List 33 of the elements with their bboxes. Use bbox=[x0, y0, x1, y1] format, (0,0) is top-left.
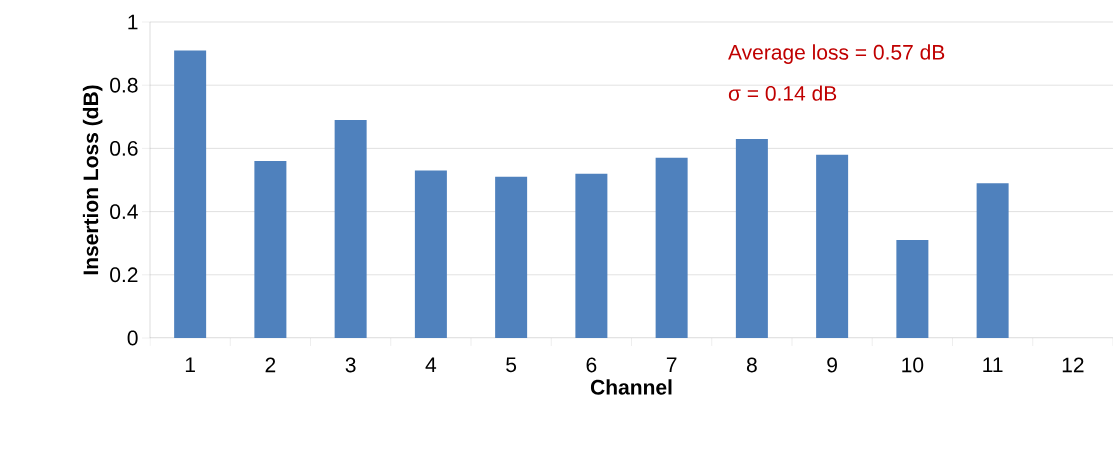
bar bbox=[816, 154, 849, 338]
x-tick-label: 1 bbox=[185, 357, 195, 372]
x-tick-label: 4 bbox=[425, 357, 437, 372]
bar bbox=[174, 50, 207, 338]
x-tick-label: 12 bbox=[1062, 357, 1084, 373]
x-tick-label: 7 bbox=[666, 357, 677, 372]
y-tick-label: 0 bbox=[127, 330, 138, 346]
bar bbox=[495, 176, 528, 338]
bar bbox=[896, 240, 929, 338]
y-tick-label: 1 bbox=[128, 14, 138, 30]
bar bbox=[334, 119, 367, 338]
x-tick-label: 2 bbox=[265, 357, 276, 373]
bar bbox=[655, 157, 688, 338]
bar bbox=[976, 183, 1009, 338]
y-tick-label: 0.4 bbox=[110, 204, 138, 220]
y-tick-label: 0.8 bbox=[110, 77, 138, 93]
x-tick-label: 10 bbox=[902, 357, 924, 373]
y-axis-title: Insertion Loss (dB) bbox=[82, 85, 103, 275]
y-tick-label: 0.6 bbox=[110, 140, 138, 156]
annotation: Average loss = 0.57 dB bbox=[728, 44, 945, 64]
x-tick-label: 9 bbox=[827, 357, 837, 373]
bar bbox=[735, 138, 768, 338]
bar bbox=[414, 170, 447, 338]
annotation: σ = 0.14 dB bbox=[728, 85, 837, 101]
bar bbox=[254, 161, 287, 338]
x-tick-label: 11 bbox=[983, 357, 1003, 372]
x-tick-label: 8 bbox=[746, 357, 757, 373]
x-tick-label: 3 bbox=[345, 357, 356, 373]
x-tick-label: 5 bbox=[506, 357, 517, 373]
bar bbox=[575, 173, 608, 338]
x-tick-label: 6 bbox=[586, 357, 597, 373]
y-tick-label: 0.2 bbox=[110, 267, 138, 283]
x-axis-title: Channel bbox=[590, 379, 672, 395]
